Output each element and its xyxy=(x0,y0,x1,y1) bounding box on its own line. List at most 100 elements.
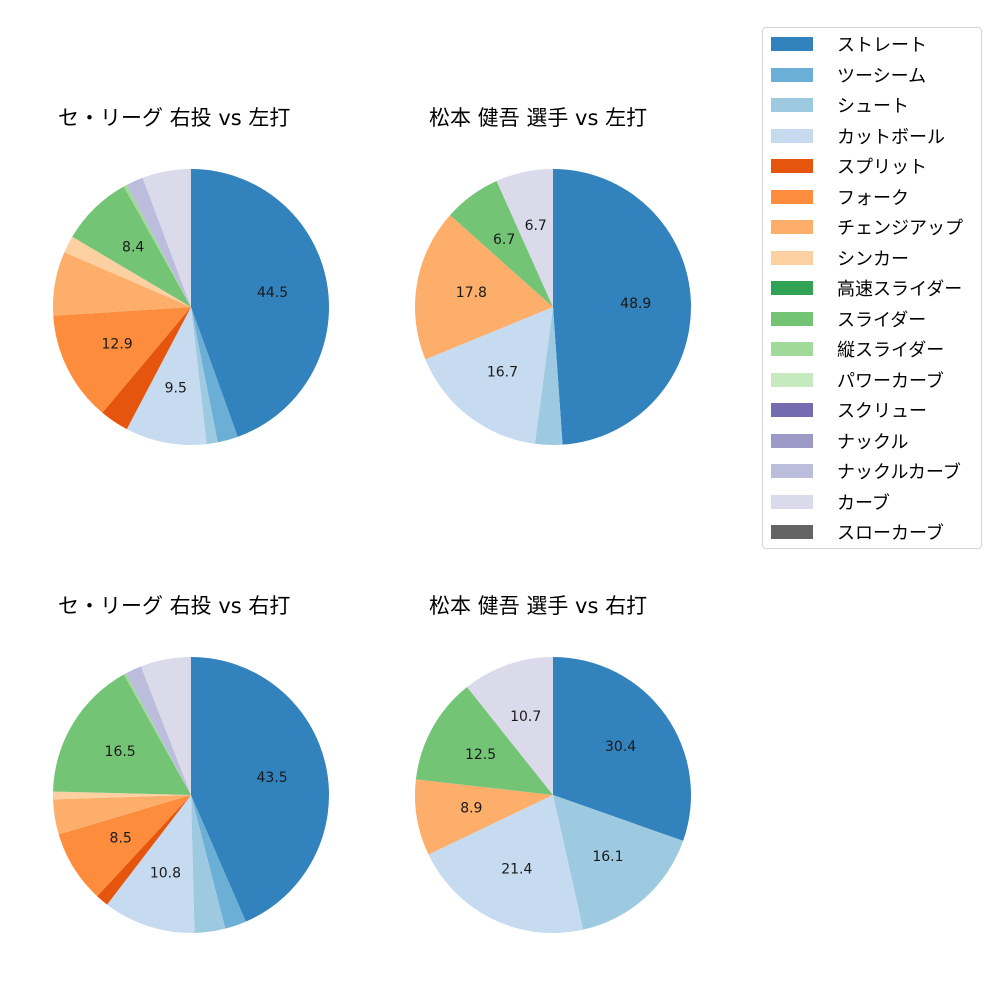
slice-value-label: 8.5 xyxy=(110,831,132,847)
pie-slice xyxy=(415,215,553,360)
slice-value-label: 10.7 xyxy=(510,709,541,725)
slice-value-label: 12.9 xyxy=(102,336,133,352)
legend-item: スライダー xyxy=(771,307,926,331)
pie-slice xyxy=(428,795,584,933)
pie-slice xyxy=(553,657,691,841)
pie-slice xyxy=(97,795,191,905)
slice-value-label: 44.5 xyxy=(257,285,288,301)
pie-slice xyxy=(123,673,191,795)
chart-title: セ・リーグ 右投 vs 右打 xyxy=(58,594,291,618)
legend-label: カーブ xyxy=(837,492,890,514)
legend-label: 高速スライダー xyxy=(837,279,963,300)
pie-slice xyxy=(191,795,226,933)
legend-swatch xyxy=(771,98,813,112)
legend-swatch xyxy=(771,281,813,295)
pie-slice xyxy=(534,307,563,445)
pie-slice xyxy=(553,795,684,930)
legend-item: シュート xyxy=(771,93,909,117)
pie-slice xyxy=(191,795,246,929)
pie-slice xyxy=(553,169,691,445)
legend-swatch xyxy=(771,250,813,265)
legend-swatch xyxy=(771,464,813,478)
legend-label: スライダー xyxy=(837,309,927,331)
slice-value-label: 6.7 xyxy=(493,232,515,248)
chart-title: 松本 健吾 選手 vs 右打 xyxy=(429,594,648,618)
legend: ストレート ツーシーム シュート カットボール スプリット フォーク チェンジア… xyxy=(762,27,982,549)
pie-slice xyxy=(415,687,553,795)
legend-swatch xyxy=(771,220,813,234)
pie-slice xyxy=(142,169,191,307)
legend-label: フォーク xyxy=(837,187,909,209)
legend-label: パワーカーブ xyxy=(837,370,944,392)
legend-item: ツーシーム xyxy=(771,63,926,87)
legend-swatch xyxy=(771,311,813,326)
pie-slice xyxy=(191,169,330,437)
slice-value-label: 17.8 xyxy=(456,285,487,301)
slice-value-label: 10.8 xyxy=(150,866,181,882)
legend-item: ストレート xyxy=(771,32,927,56)
pie-slice xyxy=(123,184,191,307)
legend-item: パワーカーブ xyxy=(771,368,944,392)
chart-title: 松本 健吾 選手 vs 左打 xyxy=(429,106,648,130)
legend-swatch xyxy=(771,372,813,387)
legend-item: カットボール xyxy=(771,124,945,148)
legend-item: 縦スライダー xyxy=(771,337,944,361)
slice-value-label: 6.7 xyxy=(525,218,547,234)
legend-label: 縦スライダー xyxy=(837,340,945,361)
pie-slice xyxy=(467,657,553,795)
legend-label: ストレート xyxy=(837,35,927,56)
pie-slice xyxy=(425,307,553,444)
pie-slice xyxy=(107,795,195,933)
legend-item: カーブ xyxy=(771,490,890,514)
pie-slice xyxy=(126,307,207,445)
legend-label: スプリット xyxy=(837,157,927,178)
legend-swatch xyxy=(771,403,813,417)
slice-value-label: 16.7 xyxy=(487,365,518,381)
slice-value-label: 8.4 xyxy=(122,240,144,256)
legend-swatch xyxy=(771,342,813,356)
legend-label: スクリュー xyxy=(837,401,927,422)
legend-label: ナックル xyxy=(837,431,909,453)
pie-slice xyxy=(53,795,191,835)
legend-label: ツーシーム xyxy=(837,65,927,87)
legend-item: 高速スライダー xyxy=(771,276,962,300)
slice-value-label: 12.5 xyxy=(465,747,496,763)
legend-item: ナックル xyxy=(771,429,908,453)
legend-swatch xyxy=(771,67,813,82)
pie-slice xyxy=(102,307,191,430)
slice-value-label: 43.5 xyxy=(256,770,287,786)
legend-swatch xyxy=(771,159,813,173)
chart-title: セ・リーグ 右投 vs 左打 xyxy=(58,106,291,130)
legend-label: カットボール xyxy=(837,126,945,148)
slice-value-label: 21.4 xyxy=(501,861,532,877)
legend-swatch xyxy=(771,433,813,448)
slice-value-label: 9.5 xyxy=(165,380,187,396)
slice-value-label: 30.4 xyxy=(605,739,636,755)
legend-swatch xyxy=(771,128,813,143)
legend-swatch xyxy=(771,37,813,51)
pie-slice xyxy=(191,307,238,443)
legend-label: ナックルカーブ xyxy=(837,462,961,483)
pie-slice xyxy=(53,252,192,316)
legend-item: フォーク xyxy=(771,185,909,209)
slice-value-label: 16.1 xyxy=(592,849,623,865)
legend-label: シュート xyxy=(837,96,909,117)
pie-slice xyxy=(53,791,191,800)
slice-value-label: 16.5 xyxy=(105,744,136,760)
pie-slice xyxy=(58,795,191,897)
legend-item: スローカーブ xyxy=(771,520,944,544)
legend-label: シンカー xyxy=(837,248,909,270)
legend-label: チェンジアップ xyxy=(837,218,963,239)
pie-slice xyxy=(450,181,553,307)
pie-slice xyxy=(415,779,553,855)
legend-item: ナックルカーブ xyxy=(771,459,961,483)
legend-item: スプリット xyxy=(771,154,927,178)
pie-slice xyxy=(496,169,553,307)
pie-slice xyxy=(64,236,191,307)
legend-item: スクリュー xyxy=(771,398,927,422)
pie-slice xyxy=(126,666,191,795)
legend-swatch xyxy=(771,189,813,204)
legend-label: スローカーブ xyxy=(837,523,944,544)
